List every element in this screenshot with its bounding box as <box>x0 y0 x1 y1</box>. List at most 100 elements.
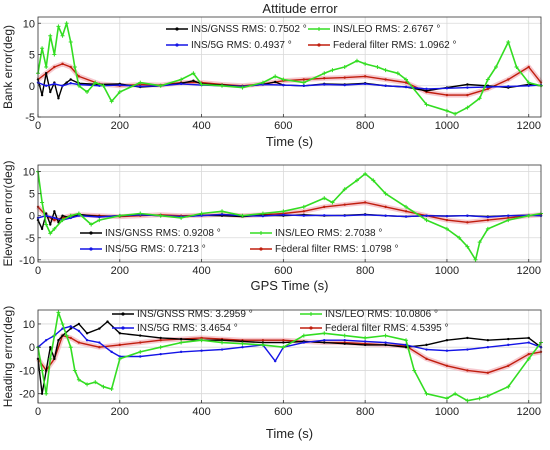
data-point-gnss <box>282 341 285 344</box>
data-point-leo <box>93 80 98 85</box>
legend-marker-gnss <box>175 27 179 31</box>
x-tick-label: 1000 <box>435 265 459 277</box>
legend-marker-fed <box>309 326 313 330</box>
legend-label-fed: Federal filter RMS: 1.0962 ° <box>333 40 457 51</box>
data-point-leo <box>330 68 335 73</box>
data-point-leo <box>444 396 449 401</box>
x-tick-label: 800 <box>356 120 374 132</box>
legend-marker-gnss <box>89 231 93 235</box>
data-point-gnss <box>466 83 469 86</box>
data-point-gnss <box>57 97 60 100</box>
data-point-leo <box>404 204 409 209</box>
data-point-g5 <box>139 85 142 88</box>
data-point-leo <box>485 226 490 231</box>
data-point-leo <box>117 90 122 94</box>
data-point-leo <box>465 105 470 110</box>
data-point-g5 <box>302 341 306 344</box>
data-point-g5 <box>302 84 306 87</box>
y-tick-label: 5 <box>29 50 35 62</box>
series-line-leo <box>37 311 542 402</box>
data-point-leo <box>526 213 531 218</box>
data-point-leo <box>240 85 245 90</box>
data-point-gnss <box>445 339 449 342</box>
data-point-leo <box>506 218 511 223</box>
data-point-leo <box>72 368 77 373</box>
data-point-fed <box>343 203 346 206</box>
legend-marker-fed <box>317 43 321 47</box>
data-point-leo <box>76 211 81 216</box>
data-point-leo <box>220 340 225 345</box>
legend-marker-leo <box>259 231 263 235</box>
data-point-g5 <box>98 341 101 344</box>
data-point-g5 <box>363 82 367 86</box>
data-point-gnss <box>65 81 68 84</box>
y-axis-label: Elevation error(deg) <box>1 160 15 266</box>
plot-frame <box>37 16 542 118</box>
data-point-g5 <box>486 215 490 219</box>
series-line-g5 <box>37 325 542 362</box>
data-point-g5 <box>343 214 346 217</box>
data-point-leo <box>330 200 335 205</box>
plot-area <box>38 17 541 117</box>
data-point-g5 <box>44 84 48 87</box>
data-point-fed <box>445 218 449 222</box>
data-point-fed <box>507 364 510 367</box>
data-point-leo <box>101 384 106 389</box>
data-point-gnss <box>49 346 52 349</box>
data-point-leo <box>424 102 429 107</box>
data-point-g5 <box>200 214 203 217</box>
data-point-leo <box>301 204 306 209</box>
data-point-g5 <box>384 214 387 217</box>
legend-marker-g5 <box>89 247 93 251</box>
data-point-g5 <box>445 214 449 218</box>
data-point-gnss <box>53 357 56 361</box>
data-point-gnss <box>384 343 387 347</box>
y-axis-label: Heading error(deg) <box>1 306 15 407</box>
data-point-leo <box>199 338 204 343</box>
data-point-gnss <box>40 227 44 231</box>
data-point-leo <box>260 342 265 347</box>
data-point-leo <box>72 65 77 69</box>
data-point-leo <box>60 33 65 38</box>
data-point-leo <box>220 83 225 88</box>
data-point-leo <box>101 83 106 88</box>
data-point-g5 <box>466 86 469 89</box>
data-point-fed <box>282 339 285 342</box>
data-point-gnss <box>486 339 490 342</box>
data-point-g5 <box>323 83 326 86</box>
data-point-gnss <box>61 334 64 337</box>
data-point-leo <box>68 40 73 44</box>
x-tick-label: 600 <box>274 265 292 277</box>
data-point-leo <box>109 387 114 392</box>
plot-frame <box>37 309 542 404</box>
data-point-fed <box>404 81 408 84</box>
data-point-leo <box>477 96 482 101</box>
data-point-gnss <box>220 339 224 342</box>
x-axis-label: GPS Time (s) <box>250 278 328 293</box>
data-point-g5 <box>44 214 48 217</box>
data-point-leo <box>260 211 265 216</box>
y-tick-label: -10 <box>19 255 35 267</box>
data-point-gnss <box>323 341 326 344</box>
data-point-leo <box>48 231 53 236</box>
data-point-fed <box>61 62 64 66</box>
data-point-fed <box>323 77 326 80</box>
data-point-gnss <box>69 78 72 81</box>
legend-label-g5: INS/5G RMS: 3.4654 ° <box>137 323 238 334</box>
data-point-g5 <box>273 359 277 363</box>
x-tick-label: 600 <box>274 406 292 418</box>
data-point-g5 <box>179 350 183 354</box>
y-tick-label: 10 <box>23 18 35 30</box>
data-point-fed <box>118 343 121 347</box>
x-tick-label: 1200 <box>516 120 540 132</box>
data-point-gnss <box>179 337 183 341</box>
data-point-g5 <box>61 84 64 87</box>
data-point-leo <box>424 218 429 223</box>
data-point-leo <box>342 333 347 338</box>
data-point-g5 <box>159 352 162 356</box>
data-point-g5 <box>77 329 81 333</box>
data-point-g5 <box>282 83 285 87</box>
x-tick-label: 1000 <box>435 120 459 132</box>
